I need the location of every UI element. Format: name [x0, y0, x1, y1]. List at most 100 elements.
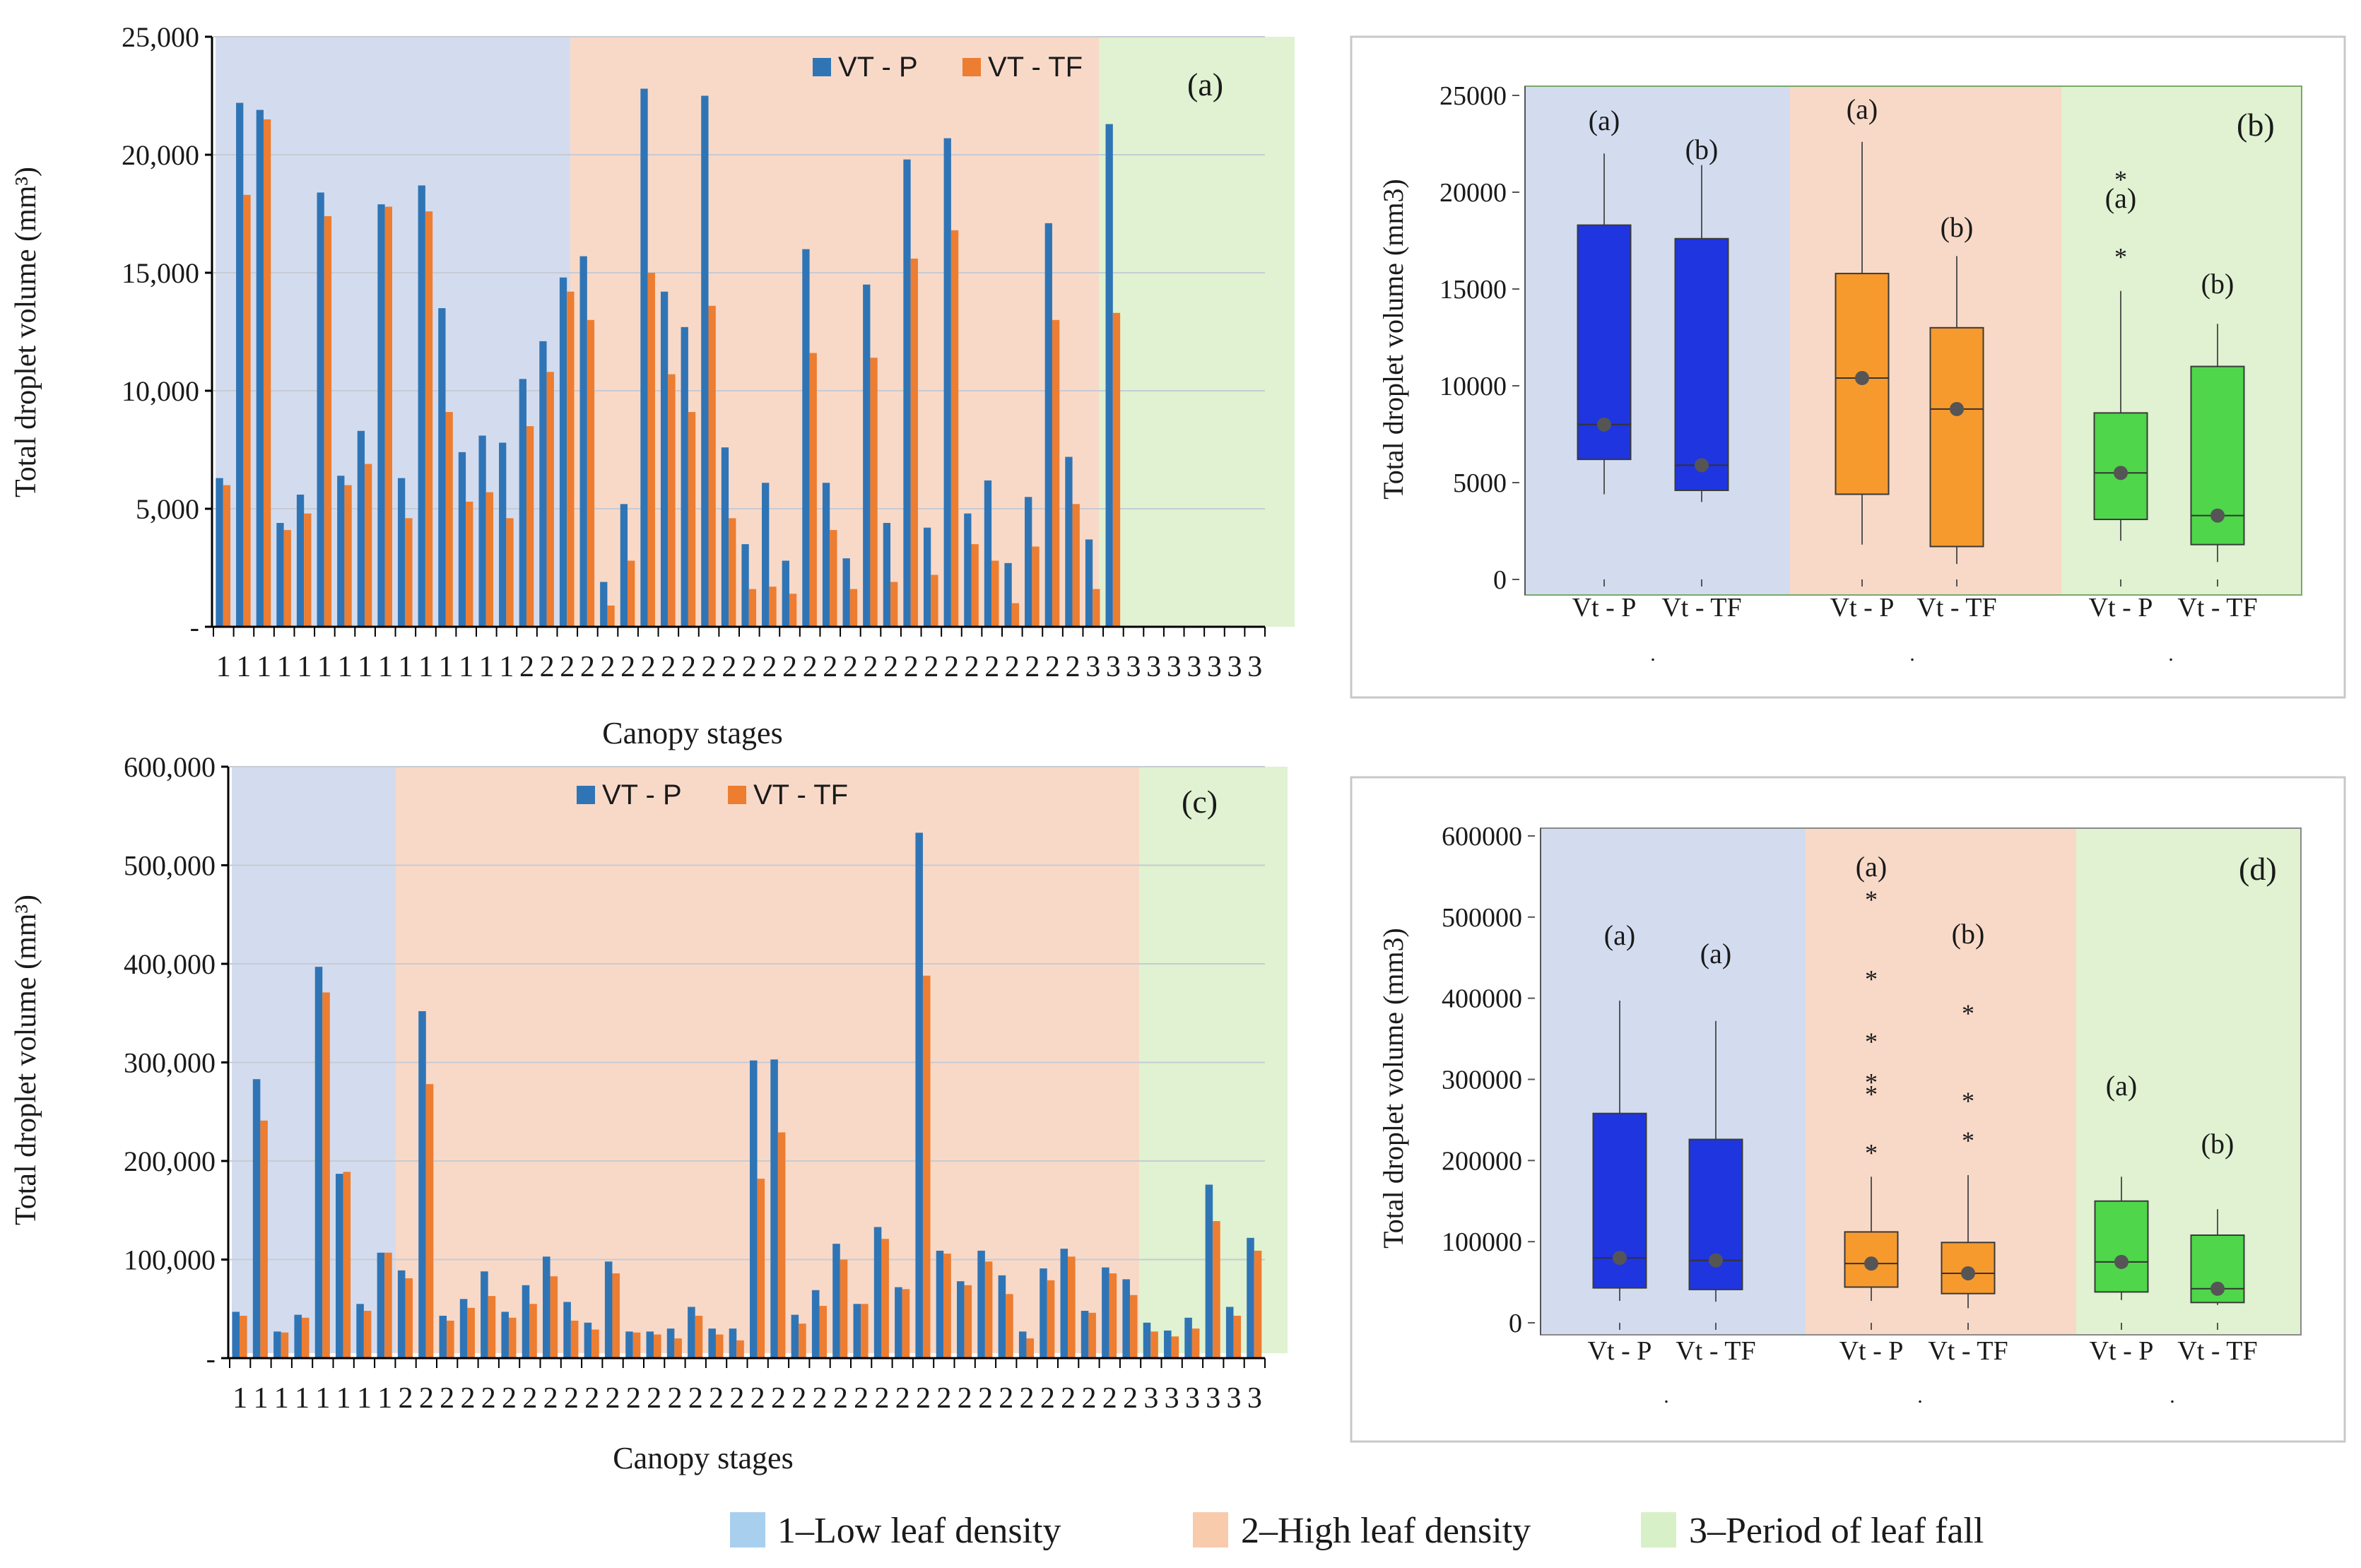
a-bar-vttf: [506, 518, 513, 627]
c-bar-vttf: [1233, 1316, 1241, 1358]
c-bar-vttf: [1192, 1328, 1200, 1358]
c-bar-vtp: [667, 1328, 675, 1358]
d-outlier-marker: *: [1865, 885, 1878, 914]
panel-d-dot: .: [1917, 1384, 1923, 1408]
a-bar-vtp: [478, 435, 485, 627]
a-bar-vtp: [317, 192, 324, 627]
c-xtick-label: 2: [791, 1382, 806, 1415]
a-bar-vttf: [648, 273, 655, 627]
c-bar-vttf: [799, 1324, 806, 1358]
c-bar-vttf: [1130, 1295, 1138, 1358]
b-significance-letter: (b): [1685, 134, 1719, 165]
a-bar-vtp: [1045, 223, 1052, 627]
c-xtick-label: 2: [1040, 1382, 1055, 1415]
c-bar-vttf: [695, 1316, 703, 1358]
legend-vtp-swatch: [813, 58, 831, 76]
a-bar-vttf: [284, 530, 291, 627]
c-xtick-label: 2: [606, 1382, 620, 1415]
zone-legend: 1–Low leaf density 2–High leaf density 3…: [730, 1511, 1984, 1551]
a-xtick-label: 3: [1227, 651, 1242, 683]
a-xtick-label: 1: [418, 651, 433, 683]
a-bar-vttf: [789, 594, 796, 627]
a-xtick-label: 2: [580, 651, 595, 683]
a-xtick-label: 2: [803, 651, 818, 683]
panel-b-dot: .: [2168, 642, 2174, 666]
c-xtick-label: 2: [813, 1382, 828, 1415]
b-xtick-label: Vt - P: [1830, 593, 1895, 623]
a-bar-vttf: [850, 589, 857, 627]
c-xtick-label: 2: [543, 1382, 558, 1415]
c-bar-vtp: [398, 1271, 406, 1358]
d-significance-letter: (a): [1604, 919, 1635, 951]
c-bar-vttf: [633, 1333, 641, 1358]
a-bar-vttf: [890, 582, 897, 627]
d-box: [2095, 1201, 2148, 1292]
a-bar-vtp: [297, 495, 304, 627]
a-xtick-label: 1: [317, 651, 332, 683]
c-xtick-label: 1: [274, 1382, 289, 1415]
a-bar-vtp: [1025, 497, 1032, 627]
a-bar-vttf: [243, 195, 250, 627]
c-xtick-label: 2: [481, 1382, 496, 1415]
c-ytick-label: -: [206, 1343, 216, 1374]
a-bar-vtp: [438, 308, 445, 627]
a-ytick-label: 10,000: [122, 375, 199, 407]
a-bar-vttf: [466, 502, 473, 627]
a-bar-vtp: [984, 481, 991, 627]
c-bar-vttf: [861, 1304, 869, 1358]
b-mean-dot: [1855, 371, 1869, 385]
panel-c: -100,000200,000300,000400,000500,000600,…: [10, 751, 1288, 1475]
a-xtick-label: 2: [702, 651, 717, 683]
c-bar-vtp: [1247, 1238, 1254, 1358]
a-bar-vttf: [972, 544, 979, 627]
b-box: [1676, 239, 1729, 490]
d-outlier-marker: *: [1865, 1068, 1878, 1097]
c-xtick-label: 2: [833, 1382, 848, 1415]
a-bar-vttf: [324, 216, 331, 627]
c-bar-vttf: [902, 1289, 910, 1358]
c-bar-vtp: [957, 1281, 965, 1358]
a-bar-vtp: [1004, 563, 1011, 627]
a-bar-vttf: [1032, 546, 1039, 627]
panel-a-xlabel: Canopy stages: [602, 716, 782, 750]
c-bar-vtp: [977, 1251, 985, 1358]
c-bar-vtp: [832, 1244, 840, 1358]
panel-d-dot: .: [1664, 1384, 1669, 1408]
panel-b-zone1-bg: [1525, 86, 1790, 595]
c-bar-vttf: [591, 1330, 599, 1358]
d-mean-dot: [1613, 1251, 1627, 1265]
a-bar-vttf: [587, 320, 594, 627]
d-significance-letter: (b): [1952, 918, 1985, 950]
c-xtick-label: 2: [647, 1382, 661, 1415]
c-bar-vtp: [770, 1059, 778, 1358]
d-ytick-label: 400000: [1442, 984, 1522, 1014]
a-bar-vtp: [924, 528, 931, 627]
c-xtick-label: 3: [1247, 1382, 1262, 1415]
c-bar-vtp: [356, 1304, 364, 1358]
c-bar-vttf: [674, 1338, 682, 1358]
c-ytick-label: 400,000: [124, 948, 216, 980]
a-bar-vttf: [911, 259, 918, 627]
a-bar-vttf: [1012, 603, 1019, 627]
c-xtick-label: 2: [667, 1382, 682, 1415]
c-bar-vtp: [874, 1227, 882, 1358]
d-significance-letter: (b): [2201, 1128, 2235, 1160]
a-bar-vttf: [304, 514, 311, 627]
a-xtick-label: 1: [439, 651, 454, 683]
c-bar-vtp: [315, 967, 323, 1358]
a-bar-vttf: [1093, 589, 1100, 627]
c-bar-vtp: [1206, 1184, 1213, 1358]
b-box: [1931, 328, 1984, 547]
c-bar-vttf: [1150, 1331, 1158, 1358]
a-xtick-label: 2: [722, 651, 736, 683]
d-outlier-marker: *: [1865, 965, 1878, 994]
a-bar-vtp: [358, 431, 365, 627]
a-xtick-label: 2: [883, 651, 898, 683]
c-bar-vttf: [364, 1311, 372, 1358]
c-bar-vtp: [791, 1315, 799, 1358]
panel-a-y-ticks: -5,00010,00015,00020,00025,000: [122, 21, 212, 643]
a-ytick-label: 20,000: [122, 139, 199, 171]
d-ytick-label: 0: [1509, 1309, 1522, 1338]
b-ytick-label: 15000: [1439, 275, 1507, 305]
